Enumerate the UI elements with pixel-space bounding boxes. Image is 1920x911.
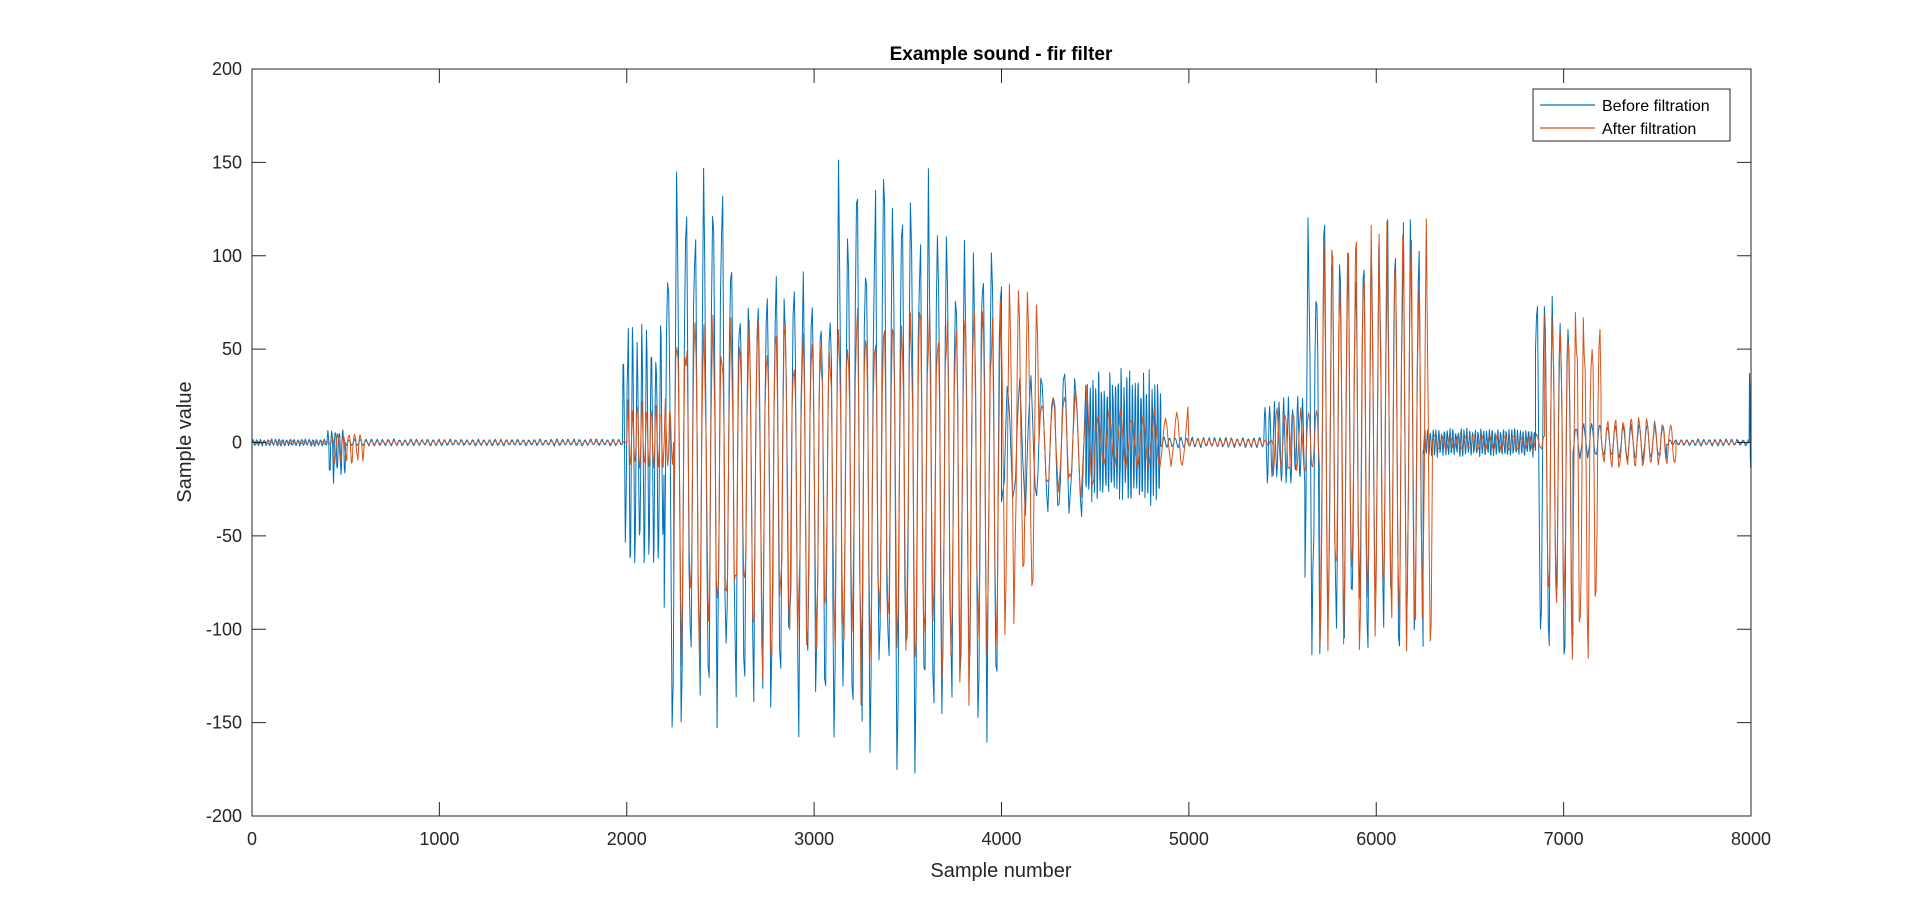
- legend: Before filtration After filtration: [1532, 88, 1731, 142]
- y-axis-label: Sample value: [174, 381, 196, 502]
- series-line-before-filtration: [251, 159, 1752, 774]
- x-tick-label: 5000: [1169, 829, 1209, 849]
- x-axis-label: Sample number: [930, 860, 1072, 882]
- x-tick-label: 4000: [981, 829, 1021, 849]
- y-tick-label: 0: [232, 433, 242, 453]
- x-tick-label: 6000: [1356, 829, 1396, 849]
- chart-title: Example sound - fir filter: [890, 44, 1113, 65]
- series-line-after-filtration: [251, 218, 1751, 706]
- legend-label-after: After filtration: [1602, 121, 1696, 138]
- x-tick-label: 2000: [607, 829, 647, 849]
- legend-label-before: Before filtration: [1602, 98, 1710, 115]
- y-tick-label: -150: [206, 713, 242, 733]
- legend-box: [1532, 88, 1731, 142]
- x-tick-label: 7000: [1544, 829, 1584, 849]
- x-tick-label: 0: [247, 829, 257, 849]
- axes-layer: 0 1000 2000 3000 4000 5000 6000 7000 80002001501…: [206, 59, 1771, 849]
- y-tick-label: 200: [212, 59, 242, 79]
- y-tick-label: 100: [212, 246, 242, 266]
- x-tick-label: 8000: [1731, 829, 1771, 849]
- x-tick-label: 3000: [794, 829, 834, 849]
- series-layer: [251, 159, 1752, 774]
- y-tick-label: 150: [212, 152, 242, 172]
- y-tick-label: -200: [206, 806, 242, 826]
- y-tick-label: -50: [216, 526, 242, 546]
- y-tick-label: 50: [222, 339, 242, 359]
- x-tick-label: 1000: [419, 829, 459, 849]
- y-tick-label: -100: [206, 619, 242, 639]
